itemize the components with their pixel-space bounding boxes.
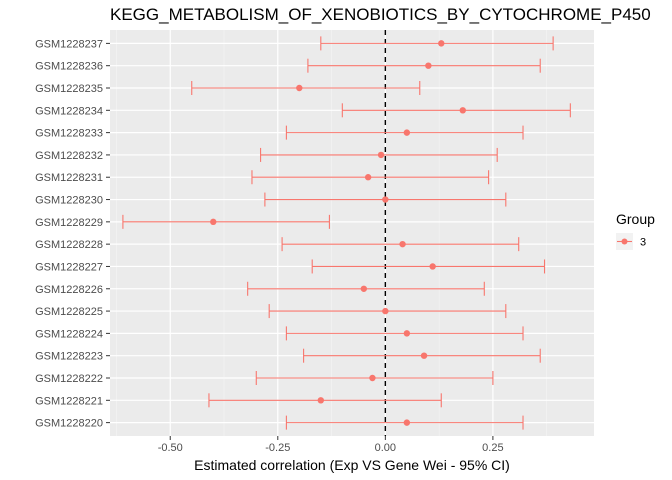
estimate-row: [191, 81, 421, 95]
y-tick-label: GSM1228225: [35, 306, 103, 318]
estimate-point: [317, 397, 325, 404]
estimate-row: [285, 125, 524, 140]
x-axis-title: Estimated correlation (Exp VS Gene Wei -…: [194, 457, 510, 473]
estimate-point: [420, 352, 428, 359]
estimate-row: [208, 393, 442, 408]
legend-key-point: [621, 238, 628, 245]
estimate-row: [285, 326, 524, 341]
estimate-point: [438, 40, 445, 47]
estimate-point: [360, 285, 368, 292]
estimate-point: [459, 107, 466, 114]
y-tick-label: GSM1228229: [35, 217, 103, 229]
estimate-row: [260, 147, 498, 162]
y-tick-label: GSM1228234: [35, 105, 103, 117]
y-tick-label: GSM1228232: [35, 150, 103, 162]
estimate-row: [320, 36, 554, 51]
estimate-row: [255, 371, 494, 385]
estimate-row: [311, 259, 546, 274]
y-tick-label: GSM1228230: [35, 195, 103, 207]
estimate-point: [364, 174, 372, 181]
estimate-point: [399, 240, 406, 248]
estimate-row: [247, 281, 485, 296]
legend-label: 3: [640, 237, 646, 249]
estimate-point: [403, 129, 411, 136]
y-tick-label: GSM1228224: [35, 328, 103, 340]
chart-title: KEGG_METABOLISM_OF_XENOBIOTICS_BY_CYTOCH…: [110, 5, 651, 24]
y-tick-label: GSM1228227: [35, 261, 103, 273]
y-tick-label: GSM1228235: [35, 83, 103, 95]
estimate-point: [403, 419, 411, 426]
legend: Group 3: [616, 211, 655, 250]
y-tick-label: GSM1228222: [35, 373, 103, 385]
estimate-row: [281, 237, 520, 252]
x-tick-label: 0.00: [375, 442, 396, 454]
estimate-row: [268, 304, 507, 319]
estimate-point: [296, 84, 303, 92]
estimate-point: [425, 62, 432, 69]
y-tick-label: GSM1228228: [35, 239, 103, 251]
y-tick-label: GSM1228233: [35, 128, 103, 140]
y-tick-label: GSM1228223: [35, 351, 103, 363]
x-tick-label: 0.25: [482, 442, 503, 454]
y-tick-label: GSM1228236: [35, 61, 103, 73]
y-axis-ticks: GSM1228237 GSM1228236 GSM1228235 GSM1228234…: [35, 38, 110, 430]
estimate-row: [285, 415, 524, 430]
estimate-row: [341, 103, 571, 118]
estimate-row: [307, 58, 541, 73]
estimate-point: [382, 196, 389, 203]
estimate-row: [303, 348, 541, 363]
x-tick-label: -0.25: [265, 442, 290, 454]
data-marks: [122, 36, 571, 430]
legend-title: Group: [616, 211, 655, 227]
y-tick-label: GSM1228237: [35, 38, 103, 50]
y-tick-label: GSM1228231: [35, 172, 103, 184]
estimate-row: [264, 192, 507, 207]
y-tick-label: GSM1228220: [35, 418, 103, 430]
y-tick-label: GSM1228221: [35, 395, 103, 407]
estimate-point: [377, 151, 385, 159]
estimate-point: [429, 263, 436, 270]
estimate-point: [382, 307, 389, 315]
x-tick-label: -0.50: [158, 442, 183, 454]
estimate-row: [251, 170, 490, 185]
estimate-point: [210, 218, 217, 226]
estimate-point: [403, 330, 411, 337]
grid-minor: [116, 30, 547, 436]
y-tick-label: GSM1228226: [35, 284, 103, 296]
plot-panel: [110, 30, 594, 436]
estimate-row: [122, 214, 330, 229]
x-axis-ticks: -0.50 -0.25 0.00 0.25: [158, 436, 504, 454]
estimate-point: [369, 374, 376, 382]
